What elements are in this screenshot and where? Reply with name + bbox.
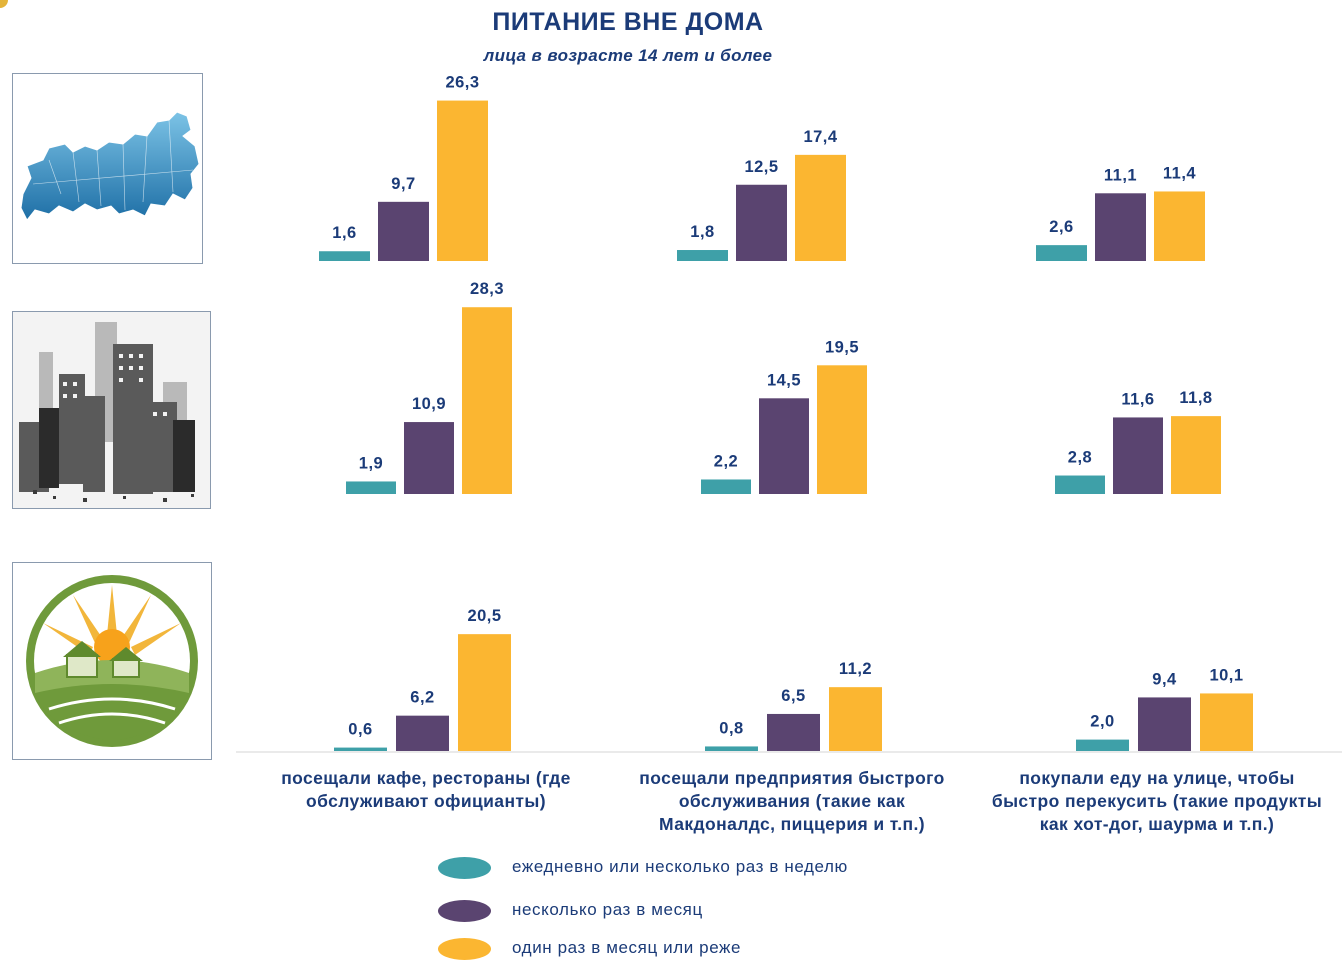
data-label-r2-c3-purple: 11,6 xyxy=(1121,390,1154,408)
data-label-r3-c2-teal: 0,8 xyxy=(719,719,743,737)
page-title: ПИТАНИЕ ВНЕ ДОМА xyxy=(492,8,764,36)
page-subtitle: лица в возрасте 14 лет и более xyxy=(483,46,773,65)
bar-r1-c2-teal xyxy=(677,250,728,261)
data-label-r2-c3-yellow: 11,8 xyxy=(1179,389,1212,407)
category-label-2-line-2: обслуживания (такие как xyxy=(678,791,906,811)
data-label-r1-c2-yellow: 17,4 xyxy=(803,128,837,146)
data-label-r2-c1-purple: 10,9 xyxy=(412,395,446,413)
bar-r3-c2-yellow xyxy=(829,687,882,751)
bar-r2-c3-purple xyxy=(1113,417,1163,494)
russia-map-icon xyxy=(12,73,203,264)
village-countryside-icon xyxy=(12,562,212,760)
data-label-r1-c1-purple: 9,7 xyxy=(391,175,415,193)
legend-swatch-purple xyxy=(438,900,491,922)
legend-label-rarely: один раз в месяц или реже xyxy=(512,938,742,957)
data-label-r3-c1-yellow: 20,5 xyxy=(467,607,501,625)
bar-r3-c1-yellow xyxy=(458,634,511,751)
category-label-1-line-2: обслуживают официанты) xyxy=(306,791,546,811)
data-label-r3-c3-purple: 9,4 xyxy=(1152,670,1177,688)
data-label-r1-c1-teal: 1,6 xyxy=(332,224,356,242)
bar-r1-c1-yellow xyxy=(437,100,488,261)
category-label-3-line-1: покупали еду на улице, чтобы xyxy=(1019,768,1295,788)
legend-swatch-yellow xyxy=(438,938,491,960)
bar-r3-c3-teal xyxy=(1076,739,1129,751)
bar-r1-c3-yellow xyxy=(1154,191,1205,261)
data-label-r1-c3-yellow: 11,4 xyxy=(1163,164,1197,182)
bar-r1-c3-purple xyxy=(1095,193,1146,261)
bar-r3-c2-purple xyxy=(767,713,820,751)
category-label-2-line-3: Макдоналдс, пиццерия и т.п.) xyxy=(659,814,925,834)
corner-decoration xyxy=(0,0,8,8)
bar-r2-c3-teal xyxy=(1055,475,1105,494)
data-label-r2-c3-teal: 2,8 xyxy=(1068,449,1092,467)
legend-label-weekly: ежедневно или несколько раз в неделю xyxy=(512,857,848,876)
data-label-r3-c1-teal: 0,6 xyxy=(348,721,372,739)
legend-swatch-teal xyxy=(438,857,491,879)
data-label-r2-c2-teal: 2,2 xyxy=(714,452,738,470)
bar-r2-c2-purple xyxy=(759,398,809,494)
category-label-2-line-1: посещали предприятия быстрого xyxy=(639,768,945,788)
bar-r1-c2-yellow xyxy=(795,154,846,261)
data-label-r3-c2-yellow: 11,2 xyxy=(839,660,872,678)
data-label-r3-c3-teal: 2,0 xyxy=(1090,713,1114,731)
bar-r2-c1-teal xyxy=(346,481,396,494)
bar-r2-c2-yellow xyxy=(817,365,867,494)
bar-r1-c2-purple xyxy=(736,184,787,261)
bar-r1-c1-teal xyxy=(319,251,370,261)
bar-r3-c1-teal xyxy=(334,747,387,751)
data-label-r1-c1-yellow: 26,3 xyxy=(445,74,479,92)
category-label-1: посещали кафе, рестораны (где обслуживаю… xyxy=(246,767,606,813)
bar-r1-c1-purple xyxy=(378,201,429,261)
data-label-r1-c3-purple: 11,1 xyxy=(1104,166,1137,184)
data-label-r2-c2-yellow: 19,5 xyxy=(825,338,859,356)
bar-r3-c2-teal xyxy=(705,746,758,751)
data-label-r3-c3-yellow: 10,1 xyxy=(1209,666,1243,684)
category-label-3-line-3: как хот-дог, шаурма и т.п.) xyxy=(1039,814,1275,834)
data-label-r3-c2-purple: 6,5 xyxy=(781,687,805,705)
data-label-r1-c2-teal: 1,8 xyxy=(690,223,714,241)
bar-r2-c3-yellow xyxy=(1171,416,1221,494)
data-label-r2-c2-purple: 14,5 xyxy=(767,371,801,389)
data-label-r2-c1-yellow: 28,3 xyxy=(470,280,504,298)
bar-r2-c2-teal xyxy=(701,479,751,494)
data-label-r1-c2-purple: 12,5 xyxy=(744,158,778,176)
category-label-3: покупали еду на улице, чтобы быстро пере… xyxy=(972,767,1342,836)
category-label-3-line-2: быстро перекусить (такие продукты xyxy=(991,791,1323,811)
category-label-2: посещали предприятия быстрого обслуживан… xyxy=(612,767,972,836)
data-label-r1-c3-teal: 2,6 xyxy=(1049,218,1073,236)
legend-label-monthly: несколько раз в месяц xyxy=(512,900,703,919)
category-label-1-line-1: посещали кафе, рестораны (где xyxy=(281,768,571,788)
city-skyline-icon xyxy=(12,311,211,509)
data-label-r2-c1-teal: 1,9 xyxy=(359,454,383,472)
bar-r2-c1-purple xyxy=(404,422,454,494)
bar-r3-c1-purple xyxy=(396,715,449,751)
bar-r3-c3-yellow xyxy=(1200,693,1253,751)
bar-r1-c3-teal xyxy=(1036,245,1087,261)
data-label-r3-c1-purple: 6,2 xyxy=(410,689,434,707)
bar-r2-c1-yellow xyxy=(462,307,512,494)
bar-r3-c3-purple xyxy=(1138,697,1191,751)
